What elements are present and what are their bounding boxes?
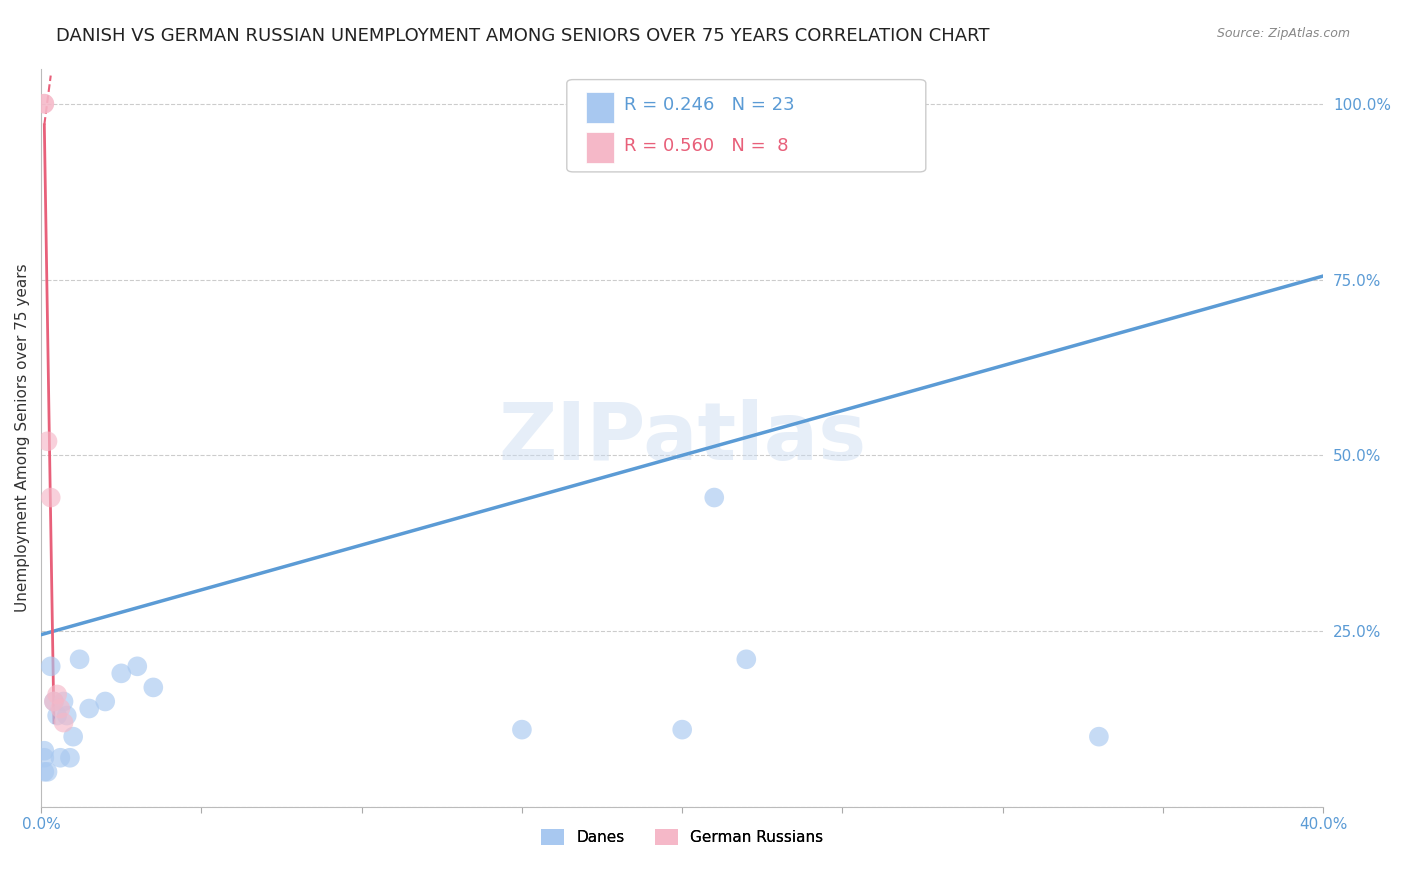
Point (62, 730, 84, 744)
Point (34, 96, 56, 111)
Point (77, 701, 100, 715)
Point (69, 652, 91, 666)
Legend: Danes, German Russians: Danes, German Russians (534, 822, 830, 851)
Text: R = 0.560   N =  8: R = 0.560 N = 8 (624, 137, 789, 155)
Point (110, 666, 132, 681)
Point (34, 96, 56, 111)
Point (1088, 730, 1111, 744)
Point (94, 694, 117, 708)
Point (49, 701, 72, 715)
Point (703, 491, 725, 505)
Point (42, 694, 65, 708)
FancyBboxPatch shape (567, 79, 925, 172)
Point (46, 688, 69, 702)
Point (46, 708, 69, 723)
Point (49, 750, 72, 764)
Text: ZIPatlas: ZIPatlas (498, 399, 866, 476)
Y-axis label: Unemployment Among Seniors over 75 years: Unemployment Among Seniors over 75 years (15, 263, 30, 612)
Point (52, 715, 75, 730)
FancyBboxPatch shape (586, 132, 614, 163)
Point (39, 491, 62, 505)
Point (510, 723, 533, 737)
Point (735, 652, 758, 666)
Point (42, 694, 65, 708)
Point (39, 659, 62, 673)
Point (34, 750, 56, 764)
Text: R = 0.246   N = 23: R = 0.246 N = 23 (624, 96, 796, 114)
Point (671, 723, 693, 737)
Point (37, 434, 59, 449)
Point (142, 681, 165, 695)
Point (55, 708, 77, 723)
Point (34, 744, 56, 758)
Point (52, 694, 75, 708)
Text: DANISH VS GERMAN RUSSIAN UNEMPLOYMENT AMONG SENIORS OVER 75 YEARS CORRELATION CH: DANISH VS GERMAN RUSSIAN UNEMPLOYMENT AM… (56, 27, 990, 45)
Point (37, 764, 59, 779)
FancyBboxPatch shape (586, 92, 614, 123)
Point (34, 764, 56, 779)
Point (59, 750, 82, 764)
Text: Source: ZipAtlas.com: Source: ZipAtlas.com (1216, 27, 1350, 40)
Point (127, 659, 149, 673)
